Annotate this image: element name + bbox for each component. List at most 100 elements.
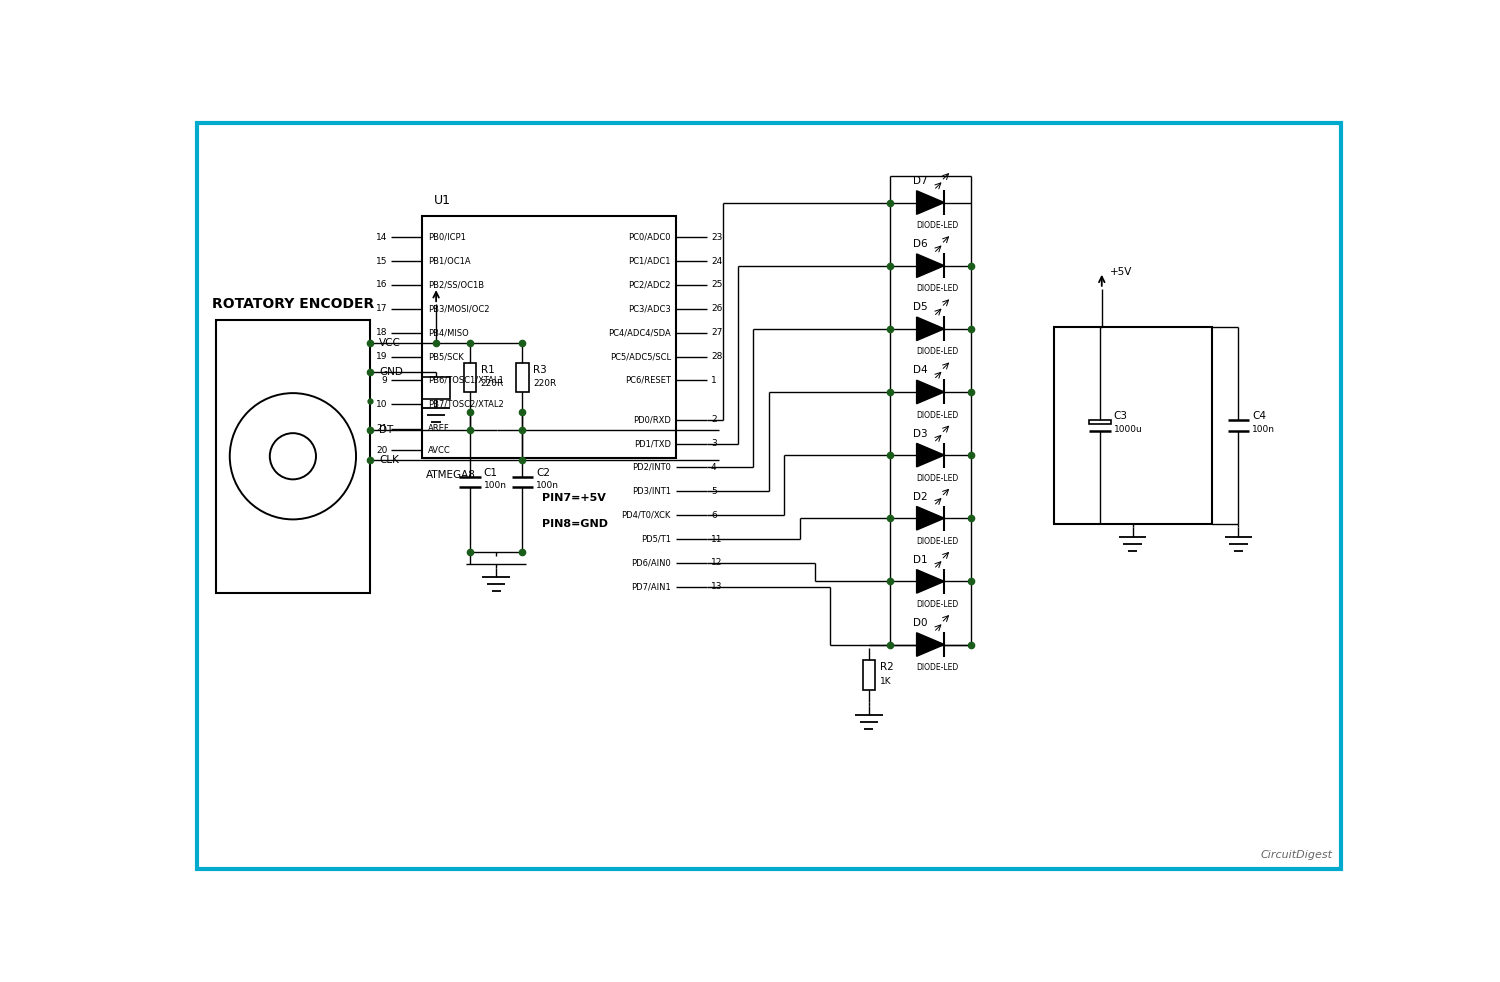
Text: AREF: AREF [427,424,450,433]
Text: DIODE-LED: DIODE-LED [916,221,958,230]
Text: PC2/ADC2: PC2/ADC2 [628,281,670,290]
Text: D3: D3 [912,428,927,439]
Text: PB2/SS/OC1B: PB2/SS/OC1B [427,281,484,290]
Polygon shape [916,317,945,341]
Text: GND: GND [380,367,404,377]
Text: 100n: 100n [1252,425,1275,434]
Text: 23: 23 [711,233,723,242]
Text: 15: 15 [376,256,387,265]
Bar [1089,420,1110,424]
Text: PC0/ADC0: PC0/ADC0 [628,233,670,242]
Text: PIN8=GND: PIN8=GND [542,518,608,528]
Text: D4: D4 [912,365,927,375]
Text: PIN7=+5V: PIN7=+5V [542,493,606,503]
Bar [216,319,370,593]
Bar [1053,327,1212,523]
Text: 1K: 1K [879,677,891,685]
Text: PB4/MISO: PB4/MISO [427,328,468,337]
Bar [464,362,476,392]
Text: 4: 4 [711,463,717,472]
Text: PB7/TOSC2/XTAL2: PB7/TOSC2/XTAL2 [427,400,504,409]
Polygon shape [916,380,945,404]
Text: D0: D0 [912,618,927,627]
Text: 10: 10 [376,400,387,409]
Text: PC3/ADC3: PC3/ADC3 [628,304,670,313]
Text: 20: 20 [376,446,387,455]
Text: DIODE-LED: DIODE-LED [916,473,958,483]
Text: D5: D5 [912,302,927,312]
Text: 11: 11 [711,534,723,543]
Text: DIODE-LED: DIODE-LED [916,348,958,356]
Text: VCC: VCC [380,338,400,348]
Text: 220R: 220R [532,379,556,388]
Text: C4: C4 [1252,411,1266,421]
Text: PD7/AIN1: PD7/AIN1 [632,582,670,591]
Polygon shape [916,254,945,278]
Text: 3: 3 [711,439,717,448]
Polygon shape [916,632,945,656]
Text: D7: D7 [912,176,927,186]
Text: 24: 24 [711,256,723,265]
Text: ROTATORY ENCODER: ROTATORY ENCODER [211,298,374,311]
Text: 100n: 100n [536,481,560,490]
Text: 9: 9 [382,376,387,385]
Text: U1: U1 [433,193,451,207]
Text: R1: R1 [482,364,495,374]
Text: PB5/SCK: PB5/SCK [427,352,464,361]
Text: 21: 21 [376,424,387,433]
Text: DT: DT [380,425,393,435]
Text: PD5/T1: PD5/T1 [640,534,670,543]
Text: 18: 18 [376,328,387,337]
Text: PC6/RESET: PC6/RESET [626,376,670,385]
Text: PC5/ADC5/SCL: PC5/ADC5/SCL [610,352,670,361]
Text: DIODE-LED: DIODE-LED [916,284,958,294]
Text: PB0/ICP1: PB0/ICP1 [427,233,465,242]
Text: 14: 14 [376,233,387,242]
Text: 5: 5 [711,487,717,496]
Text: PD3/INT1: PD3/INT1 [632,487,670,496]
Text: ATMEGA8: ATMEGA8 [426,470,476,480]
Text: +5V: +5V [1110,267,1132,277]
Text: R2: R2 [879,662,894,673]
Text: 26: 26 [711,304,723,313]
Text: C1: C1 [484,467,498,478]
Text: DIODE-LED: DIODE-LED [916,600,958,609]
Text: PD0/RXD: PD0/RXD [633,415,670,424]
Text: D6: D6 [912,240,927,249]
Text: DIODE-LED: DIODE-LED [916,537,958,546]
Text: DIODE-LED: DIODE-LED [916,410,958,419]
Polygon shape [916,507,945,530]
Text: 220R: 220R [482,379,504,388]
Text: 100n: 100n [484,481,507,490]
Text: PB3/MOSI/OC2: PB3/MOSI/OC2 [427,304,489,313]
Text: PC4/ADC4/SDA: PC4/ADC4/SDA [608,328,670,337]
Polygon shape [916,570,945,593]
Text: PC1/ADC1: PC1/ADC1 [628,256,670,265]
Bar [516,362,528,392]
Polygon shape [916,443,945,466]
Bar [862,660,874,689]
Text: PD2/INT0: PD2/INT0 [632,463,670,472]
Text: 27: 27 [711,328,723,337]
Text: D2: D2 [912,492,927,502]
Polygon shape [916,191,945,214]
Text: DIODE-LED: DIODE-LED [916,663,958,672]
Text: 13: 13 [711,582,723,591]
Text: 16: 16 [376,281,387,290]
Bar [423,216,676,459]
Text: PD1/TXD: PD1/TXD [634,439,670,448]
Text: R3: R3 [532,364,548,374]
Text: 2: 2 [711,415,717,424]
Text: CLK: CLK [380,455,399,464]
Text: PB1/OC1A: PB1/OC1A [427,256,471,265]
Text: 1000u: 1000u [1113,425,1143,434]
Text: PD6/AIN0: PD6/AIN0 [632,559,670,568]
Text: C2: C2 [536,467,550,478]
Text: PD4/T0/XCK: PD4/T0/XCK [621,511,670,519]
Text: 19: 19 [376,352,387,361]
Text: PB6/TOSC1/XTAL1: PB6/TOSC1/XTAL1 [427,376,504,385]
Text: C3: C3 [1113,411,1128,421]
Text: 12: 12 [711,559,723,568]
Text: 6: 6 [711,511,717,519]
Text: 1: 1 [711,376,717,385]
